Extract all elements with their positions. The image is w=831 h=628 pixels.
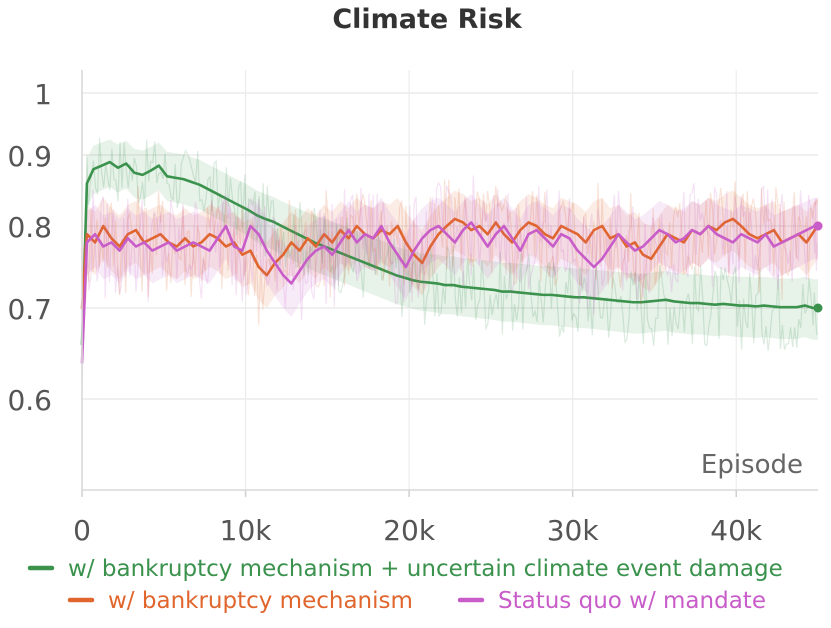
x-tick-label: 40k bbox=[710, 514, 763, 547]
series-layer bbox=[80, 138, 823, 381]
series-endpoint-2 bbox=[813, 221, 823, 231]
x-tick-label: 0 bbox=[73, 514, 91, 547]
x-axis-label: Episode bbox=[701, 450, 803, 480]
series-raw-trace-2 bbox=[81, 175, 818, 381]
x-tick-label: 30k bbox=[547, 514, 600, 547]
series-band-0 bbox=[82, 139, 818, 377]
y-tick-label: 0.6 bbox=[7, 384, 52, 417]
y-tick-label: 0.8 bbox=[7, 211, 52, 244]
y-tick-label: 1 bbox=[34, 78, 52, 111]
series-raw-trace-1 bbox=[81, 179, 818, 356]
legend-label-2[interactable]: Status quo w/ mandate bbox=[498, 588, 766, 614]
legend-label-1[interactable]: w/ bankruptcy mechanism bbox=[108, 588, 413, 614]
y-tick-label: 0.7 bbox=[7, 293, 52, 326]
series-band-1 bbox=[82, 190, 818, 345]
series-raw-trace-0 bbox=[81, 138, 818, 351]
x-tick-label: 20k bbox=[383, 514, 436, 547]
axis-layer: 0.6 0.7 0.8 0.9 1 0 10k 20k 30k 40k bbox=[7, 70, 818, 547]
y-tick-label: 0.9 bbox=[7, 140, 52, 173]
legend-label-0[interactable]: w/ bankruptcy mechanism + uncertain clim… bbox=[68, 556, 783, 582]
band-layer bbox=[82, 139, 818, 399]
series-line-0[interactable] bbox=[80, 160, 820, 346]
chart-title: Climate Risk bbox=[332, 4, 522, 35]
series-line-2[interactable] bbox=[80, 221, 820, 364]
x-tick-label: 10k bbox=[220, 514, 273, 547]
series-endpoint-0 bbox=[813, 303, 823, 313]
series-band-2 bbox=[82, 194, 818, 399]
legend-layer[interactable]: w/ bankruptcy mechanism + uncertain clim… bbox=[27, 556, 783, 614]
